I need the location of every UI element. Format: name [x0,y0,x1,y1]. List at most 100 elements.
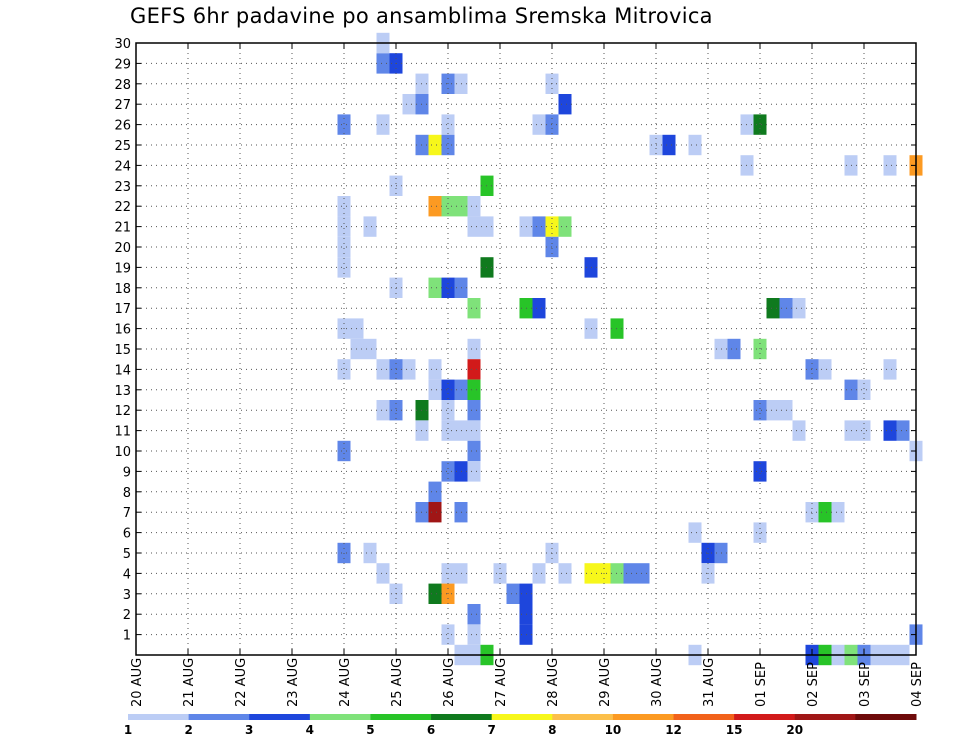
heatmap-cell [376,359,390,380]
heatmap-cell [441,196,455,217]
x-tick-label: 25 AUG [390,658,405,707]
heatmap-cell [818,359,832,380]
heatmap-cell [441,420,455,441]
heatmap-cell [467,196,481,217]
heatmap-cell [363,216,377,237]
heatmap-cell [363,542,377,564]
x-tick-label: 20 AUG [130,658,145,707]
heatmap-cell [792,298,806,319]
y-tick-label: 1 [123,629,131,644]
heatmap-cell [376,114,390,135]
x-tick-label: 28 AUG [546,658,561,707]
heatmap-cell [636,563,650,584]
heatmap-cell [532,216,546,237]
heatmap-cell [428,481,442,502]
y-axis-tick-labels: 1234567891011121314151617181920212223242… [114,37,131,644]
y-tick-label: 20 [114,241,131,256]
heatmap-cell [441,400,455,421]
colorbar-swatch [188,714,250,720]
colorbar-label: 20 [786,723,803,737]
colorbar-swatch [370,714,432,720]
heatmap-cell [467,420,481,441]
heatmap-cell [467,624,481,645]
x-tick-label: 04 SEP [910,662,925,707]
heatmap-cell [883,359,897,380]
heatmap-cell [337,216,351,237]
y-tick-label: 21 [114,221,131,236]
heatmap-cell [467,379,481,400]
heatmap-cell [818,502,832,523]
y-tick-label: 23 [114,180,131,195]
heatmap-cell [896,420,910,441]
heatmap-cell [402,94,416,115]
colorbar-swatch [794,714,856,720]
x-tick-label: 22 AUG [234,658,249,707]
heatmap-cell [337,114,351,135]
heatmap-cell [766,400,780,421]
x-tick-label: 21 AUG [182,658,197,707]
heatmap-cell [376,53,390,74]
x-tick-label: 31 AUG [702,658,717,707]
heatmap-cell [831,502,845,523]
heatmap-cell [467,359,481,380]
colorbar-label: 8 [548,723,556,737]
heatmap-cell [441,461,455,482]
colorbar-swatch [128,714,190,720]
heatmap-cell [753,461,767,482]
heatmap-cell [753,400,767,421]
y-tick-label: 14 [114,363,131,378]
heatmap-cell [441,624,455,645]
heatmap-cell [441,134,455,156]
y-tick-label: 4 [123,567,131,582]
x-tick-label: 23 AUG [286,658,301,707]
heatmap-cell [532,298,546,319]
y-tick-label: 24 [114,159,131,174]
y-tick-label: 13 [114,384,131,399]
heatmap-cell [623,563,637,584]
colorbar-swatch [249,714,311,720]
colorbar-label: 4 [306,723,314,737]
colorbar-label: 1 [124,723,132,737]
colorbar-label: 12 [665,723,682,737]
heatmap-cell [428,277,442,298]
y-tick-label: 2 [123,608,131,623]
y-tick-label: 18 [114,282,131,297]
y-tick-label: 22 [114,200,131,215]
y-tick-label: 15 [114,343,131,358]
y-tick-label: 7 [123,506,131,521]
heatmap-cell [441,277,455,298]
heatmap-cell [467,338,481,360]
heatmap-cell [727,338,741,360]
y-tick-label: 8 [123,486,131,501]
heatmap-cell [428,134,442,156]
heatmap-cell [337,196,351,217]
colorbar: 1 2 3 4 5 6 7 8 10 12 15 20 [124,714,917,737]
heatmap-cell [467,216,481,237]
heatmap-cell [857,379,871,400]
heatmap-cell [337,359,351,380]
chart-axes [135,42,917,656]
heatmap-cell [467,400,481,421]
heatmap-cell [467,298,481,319]
heatmap-cell [428,502,442,523]
y-tick-label: 17 [114,302,131,317]
y-tick-label: 6 [123,527,131,542]
x-tick-label: 24 AUG [338,658,353,707]
heatmap-cell [558,216,572,237]
colorbar-label: 5 [366,723,374,737]
heatmap-cell [558,94,572,115]
heatmap-cell [402,359,416,380]
heatmap-cell [532,563,546,584]
chart-grid [136,43,916,655]
y-tick-label: 26 [114,119,131,134]
x-axis-tick-labels: 20 AUG 21 AUG 22 AUG 23 AUG 24 AUG 25 AUG 26 A… [130,658,925,707]
heatmap-cell [688,522,702,543]
y-tick-label: 19 [114,261,131,276]
heatmap-cell [857,420,871,441]
colorbar-swatch [612,714,675,720]
y-tick-label: 12 [114,404,131,419]
heatmap-cell [883,420,897,441]
heatmap-cell [428,196,442,217]
heatmap-cell [337,440,351,462]
